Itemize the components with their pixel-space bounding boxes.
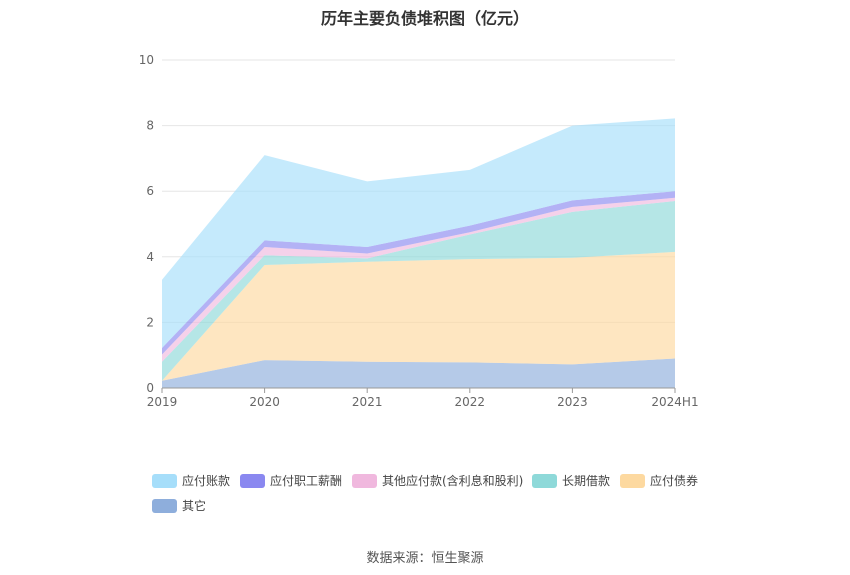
legend-swatch <box>240 473 265 488</box>
data-source-note: 数据来源：恒生聚源 <box>366 551 484 566</box>
legend-item[interactable]: 应付职工薪酬 <box>240 472 342 489</box>
legend-label: 应付债券 <box>650 474 699 488</box>
y-tick-label: 6 <box>146 184 154 198</box>
legend-label: 应付账款 <box>182 474 231 488</box>
y-tick-label: 2 <box>146 315 154 329</box>
legend-label: 长期借款 <box>562 474 611 488</box>
legend-item[interactable]: 其他应付款(含利息和股利) <box>352 472 523 489</box>
legend-item[interactable]: 应付债券 <box>620 472 698 489</box>
legend-label: 其它 <box>182 499 207 513</box>
chart-title: 历年主要负债堆积图（亿元） <box>320 9 529 28</box>
y-tick-label: 8 <box>146 119 154 133</box>
y-tick-label: 10 <box>139 53 154 67</box>
area-series <box>162 201 675 381</box>
area-series <box>162 358 675 388</box>
legend-item[interactable]: 应付账款 <box>152 472 230 489</box>
x-tick-label: 2024H1 <box>651 395 698 409</box>
area-series <box>162 118 675 349</box>
legend-label: 其他应付款(含利息和股利) <box>382 474 524 488</box>
x-tick-label: 2019 <box>147 395 178 409</box>
x-tick-label: 2021 <box>352 395 383 409</box>
x-tick-label: 2020 <box>249 395 280 409</box>
x-tick-label: 2023 <box>557 395 588 409</box>
y-tick-label: 0 <box>146 381 154 395</box>
legend-swatch <box>620 473 645 488</box>
legend-swatch <box>352 473 377 488</box>
area-series <box>162 251 675 381</box>
legend-swatch <box>152 473 177 488</box>
x-tick-label: 2022 <box>455 395 486 409</box>
legend-swatch <box>152 498 177 513</box>
y-tick-label: 4 <box>146 250 154 264</box>
legend-item[interactable]: 其它 <box>152 497 206 514</box>
legend-item[interactable]: 长期借款 <box>532 472 610 489</box>
legend-label: 应付职工薪酬 <box>270 474 343 488</box>
legend-swatch <box>532 473 557 488</box>
